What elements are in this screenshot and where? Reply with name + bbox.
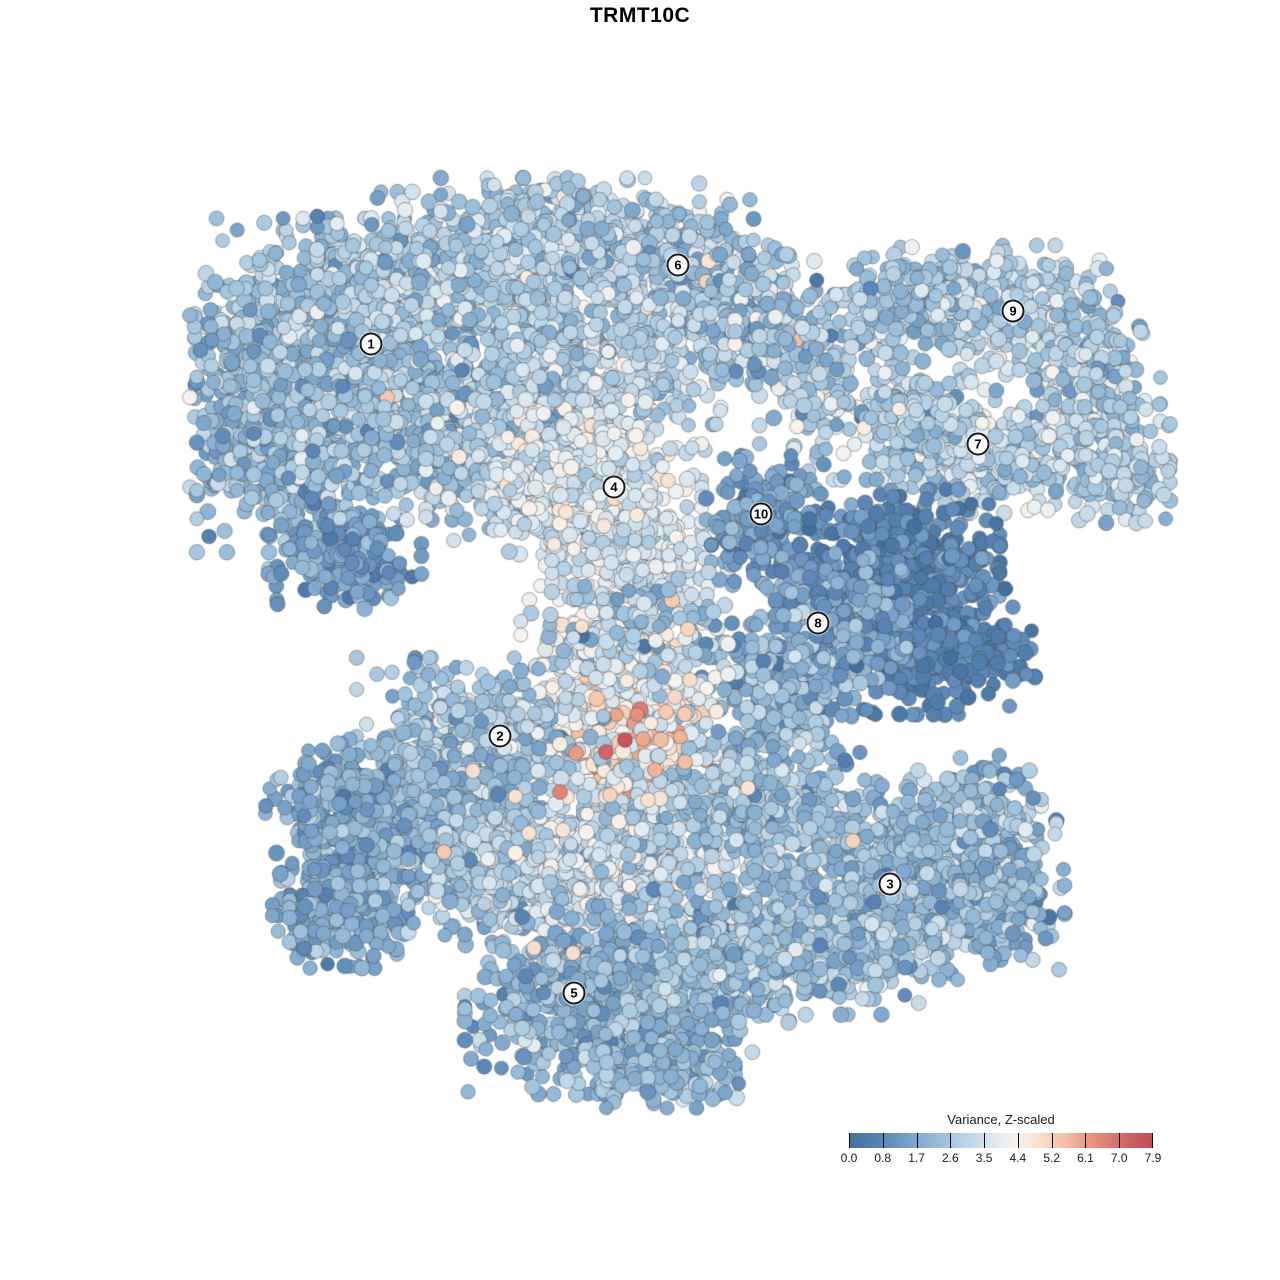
colorbar-tick-label: 3.5 <box>975 1151 993 1165</box>
colorbar-tick-label: 7.0 <box>1110 1151 1128 1165</box>
colorbar-tick-mark <box>1119 1133 1121 1148</box>
colorbar-tick-mark <box>916 1133 918 1148</box>
colorbar-tick-mark <box>1051 1133 1053 1148</box>
colorbar-gradient <box>849 1133 1153 1148</box>
colorbar-tick-label: 0.0 <box>840 1151 858 1165</box>
colorbar-tick-mark <box>950 1133 952 1148</box>
colorbar-tick-mark <box>882 1133 884 1148</box>
colorbar-tick-label: 7.9 <box>1144 1151 1162 1165</box>
colorbar-title: Variance, Z-scaled <box>947 1112 1055 1127</box>
colorbar-tick-mark <box>1085 1133 1087 1148</box>
colorbar-tick-labels: 0.0 0.8 1.7 2.6 3.5 4.4 5.2 6.1 7.0 7.9 <box>841 1151 1162 1165</box>
colorbar-tick-label: 5.2 <box>1043 1151 1060 1165</box>
colorbar-tick-mark <box>984 1133 986 1148</box>
colorbar-tick-label: 6.1 <box>1077 1151 1094 1165</box>
colorbar-tick-label: 4.4 <box>1009 1151 1027 1165</box>
colorbar-tick-label: 1.7 <box>908 1151 925 1165</box>
colorbar-tick-label: 2.6 <box>941 1151 959 1165</box>
colorbar-tick-mark <box>849 1133 850 1148</box>
chart-title: TRMT10C <box>589 4 691 27</box>
colorbar-tick-label: 0.8 <box>874 1151 892 1165</box>
colorbar-tick-mark <box>1017 1133 1019 1148</box>
colorbar-tick-mark <box>1152 1133 1153 1148</box>
colorbar-legend: Variance, Z-scaled 0.0 0.8 1.7 2.6 3.5 4.4 5.2… <box>841 1112 1162 1167</box>
